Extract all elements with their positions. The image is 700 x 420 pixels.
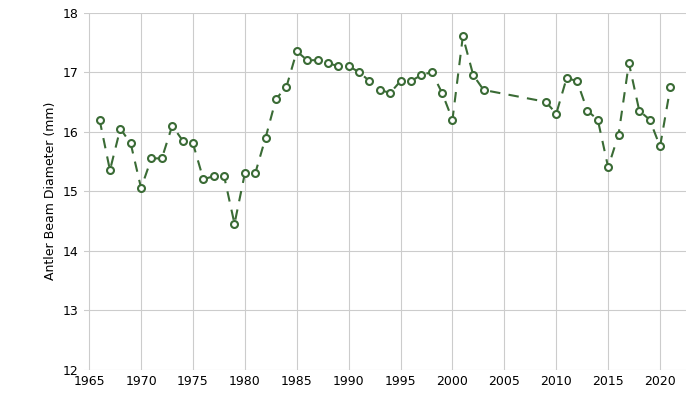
Y-axis label: Antler Beam Diameter (mm): Antler Beam Diameter (mm)	[44, 102, 57, 280]
